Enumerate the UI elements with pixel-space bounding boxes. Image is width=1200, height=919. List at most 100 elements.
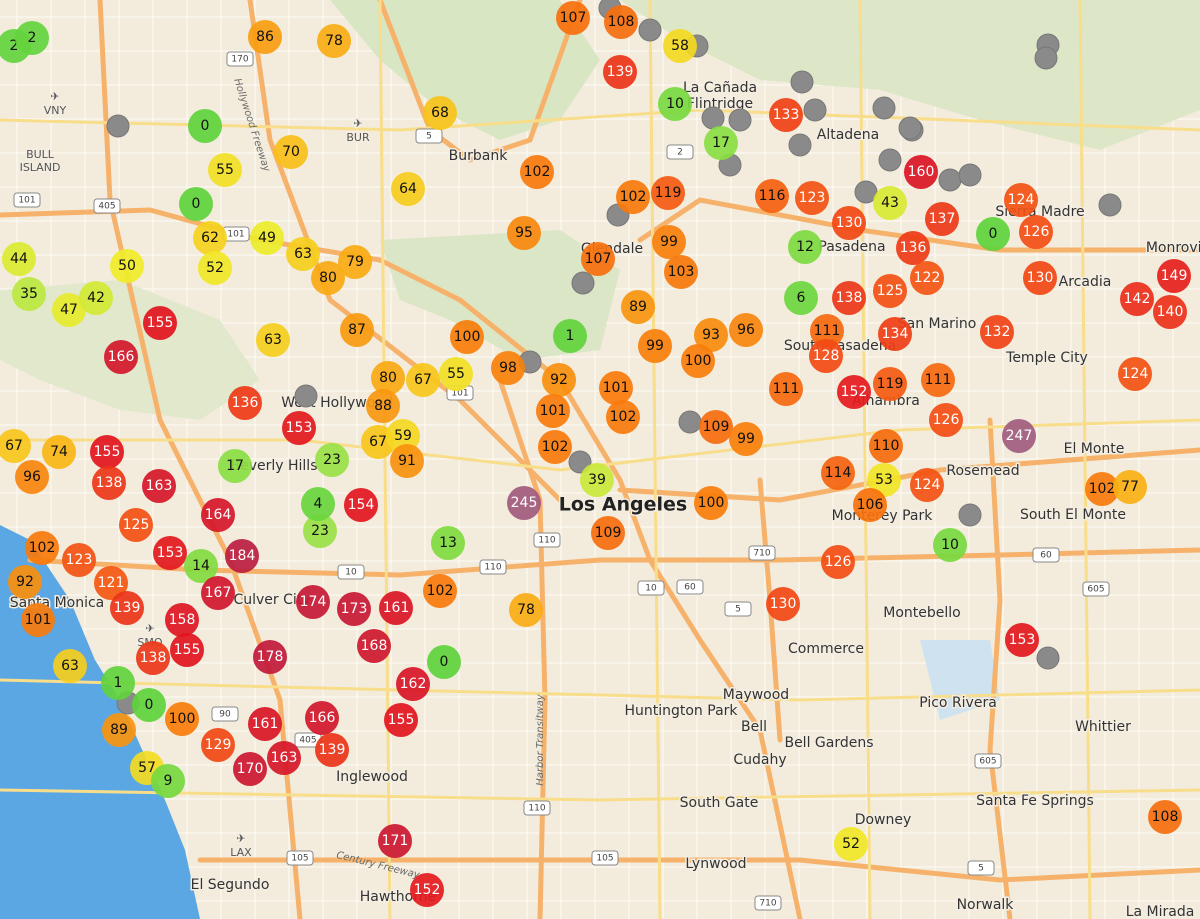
sensor-value: 130 bbox=[836, 215, 863, 231]
shield bbox=[13, 192, 41, 208]
shield-label: 90 bbox=[219, 710, 231, 720]
sensor-marker bbox=[784, 281, 818, 315]
sensor-marker bbox=[296, 585, 330, 619]
sensor-marker bbox=[92, 466, 126, 500]
sensor-value: 0 bbox=[440, 654, 449, 670]
sensor-value: 122 bbox=[914, 270, 941, 286]
sensor-value: 0 bbox=[201, 118, 210, 134]
sensor-marker bbox=[694, 318, 728, 352]
place-label: Huntington Park bbox=[624, 703, 738, 719]
sensor-marker bbox=[507, 216, 541, 250]
sensor-value: 162 bbox=[400, 676, 427, 692]
sensor-marker bbox=[606, 400, 640, 434]
sensor-value: 55 bbox=[216, 162, 234, 178]
sensor-value: 138 bbox=[836, 290, 863, 306]
sensor-marker bbox=[396, 667, 430, 701]
sensor-marker bbox=[423, 574, 457, 608]
sensor-marker bbox=[378, 824, 412, 858]
place-label: Pasadena bbox=[818, 239, 885, 255]
sensor-marker bbox=[651, 176, 685, 210]
sensor-marker bbox=[315, 443, 349, 477]
sensor-value: 67 bbox=[369, 434, 387, 450]
place-label: Norwalk bbox=[957, 897, 1015, 913]
place-label: La Cañada bbox=[683, 80, 757, 96]
offline-sensor bbox=[788, 133, 812, 157]
shield-label: 605 bbox=[1087, 585, 1104, 595]
sensor-value: 99 bbox=[660, 234, 678, 250]
sensor-value: 55 bbox=[447, 366, 465, 382]
sensor-value: 12 bbox=[796, 239, 814, 255]
sensor-value: 0 bbox=[989, 226, 998, 242]
shield bbox=[523, 800, 551, 816]
shield-label: 5 bbox=[735, 605, 741, 615]
sensor-value: 247 bbox=[1006, 428, 1033, 444]
sensor-value: 103 bbox=[668, 264, 695, 280]
sensor-value: 245 bbox=[511, 495, 538, 511]
sensor-marker bbox=[53, 649, 87, 683]
sensor-value: 108 bbox=[608, 14, 635, 30]
sensor-marker bbox=[1023, 261, 1057, 295]
sensor-value: 80 bbox=[319, 270, 337, 286]
sensor-marker bbox=[925, 202, 959, 236]
sensor-marker bbox=[980, 315, 1014, 349]
sensor-value: 101 bbox=[25, 612, 52, 628]
shield-label: 710 bbox=[759, 899, 776, 909]
sensor-marker bbox=[491, 351, 525, 385]
place-label: Commerce bbox=[788, 641, 864, 657]
airport-icon: ✈ bbox=[353, 117, 362, 130]
sensor-marker bbox=[233, 752, 267, 786]
place-label: Santa Fe Springs bbox=[976, 793, 1094, 809]
sensor-marker bbox=[910, 261, 944, 295]
sensor-value: 99 bbox=[737, 431, 755, 447]
sensor-marker bbox=[344, 488, 378, 522]
water bbox=[920, 640, 1000, 720]
sensor-marker bbox=[1120, 282, 1154, 316]
sensor-marker bbox=[821, 456, 855, 490]
sensor-marker bbox=[542, 363, 576, 397]
sensor-marker bbox=[873, 186, 907, 220]
shield bbox=[226, 51, 254, 67]
offline-sensor bbox=[938, 168, 962, 192]
sensor-value: 124 bbox=[1008, 192, 1035, 208]
sensor-marker bbox=[1113, 470, 1147, 504]
sensor-marker bbox=[143, 306, 177, 340]
sensor-value: 96 bbox=[23, 469, 41, 485]
place-label: Los Angeles bbox=[559, 494, 688, 516]
sensor-marker bbox=[317, 24, 351, 58]
sensor-value: 124 bbox=[1122, 366, 1149, 382]
airport-icon: ✈ bbox=[236, 832, 245, 845]
sensor-marker bbox=[599, 371, 633, 405]
sensor-marker bbox=[282, 411, 316, 445]
road bbox=[0, 418, 1200, 472]
sensor-marker bbox=[832, 206, 866, 240]
sensor-value: 130 bbox=[1027, 270, 1054, 286]
sensor-marker bbox=[837, 375, 871, 409]
sensor-value: 109 bbox=[703, 419, 730, 435]
sensor-marker bbox=[450, 320, 484, 354]
shield-label: 110 bbox=[538, 536, 555, 546]
sensor-marker bbox=[274, 135, 308, 169]
sensor-value: 52 bbox=[206, 260, 224, 276]
sensor-value: 136 bbox=[232, 395, 259, 411]
sensor-value: 173 bbox=[341, 601, 368, 617]
sensor-marker bbox=[423, 96, 457, 130]
sensor-value: 119 bbox=[655, 185, 682, 201]
shield bbox=[666, 144, 694, 160]
sensor-marker bbox=[694, 486, 728, 520]
offline-sensor bbox=[790, 70, 814, 94]
offline-sensor bbox=[958, 163, 982, 187]
shield-label: 110 bbox=[484, 563, 501, 573]
sensor-value: 35 bbox=[20, 286, 38, 302]
sensor-marker bbox=[101, 666, 135, 700]
sensor-value: 128 bbox=[813, 348, 840, 364]
freeway bbox=[247, 0, 563, 503]
shield-label: 101 bbox=[227, 230, 244, 240]
sensor-marker bbox=[184, 549, 218, 583]
sensor-value: 102 bbox=[427, 583, 454, 599]
sensor-marker bbox=[303, 514, 337, 548]
sensor-marker bbox=[509, 593, 543, 627]
sensor-marker bbox=[520, 155, 554, 189]
sensor-marker bbox=[225, 539, 259, 573]
sensor-value: 137 bbox=[929, 211, 956, 227]
